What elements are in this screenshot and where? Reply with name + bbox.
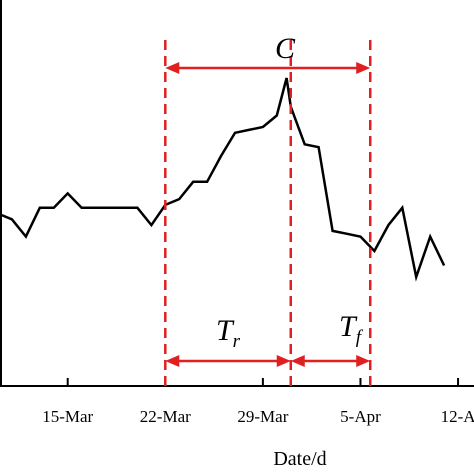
- x-tick-label: 15-Mar: [42, 407, 93, 426]
- x-tick-label: 29-Mar: [237, 407, 288, 426]
- annotation-tf: Tf: [339, 310, 364, 348]
- data-series-line: [0, 77, 446, 282]
- arrow-tr-left-head: [165, 355, 180, 367]
- annotation-tf-main: T: [339, 310, 358, 343]
- x-tick-label: 12-A: [441, 407, 474, 426]
- annotation-tf-subscript: f: [356, 327, 364, 348]
- arrow-tf-left-head: [290, 355, 305, 367]
- x-axis-title: Date/d: [273, 448, 326, 470]
- x-tick-label: 22-Mar: [140, 407, 191, 426]
- arrow-c-left-head: [165, 62, 180, 74]
- annotation-tr-main: T: [216, 314, 235, 347]
- annotation-c: C: [275, 32, 296, 65]
- annotation-tr-subscript: r: [233, 331, 241, 352]
- annotation-tr: Tr: [216, 314, 241, 352]
- arrow-tf-right-head: [356, 355, 371, 367]
- arrow-c-right-head: [356, 62, 371, 74]
- arrow-tr-right-head: [276, 355, 291, 367]
- x-tick-label: 5-Apr: [340, 407, 381, 426]
